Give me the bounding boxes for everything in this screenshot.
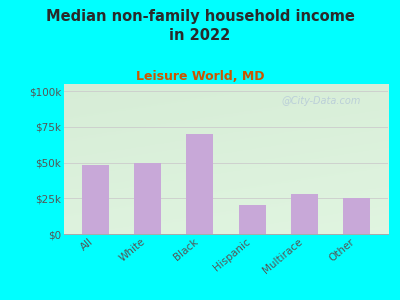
Bar	[238, 206, 266, 234]
Bar	[186, 134, 214, 234]
Text: Median non-family household income
in 2022: Median non-family household income in 20…	[46, 9, 354, 43]
Text: Leisure World, MD: Leisure World, MD	[136, 70, 264, 83]
Bar	[82, 165, 109, 234]
Bar	[291, 194, 318, 234]
Bar	[343, 198, 370, 234]
Bar	[134, 163, 161, 234]
Text: @City-Data.com: @City-Data.com	[281, 96, 360, 106]
